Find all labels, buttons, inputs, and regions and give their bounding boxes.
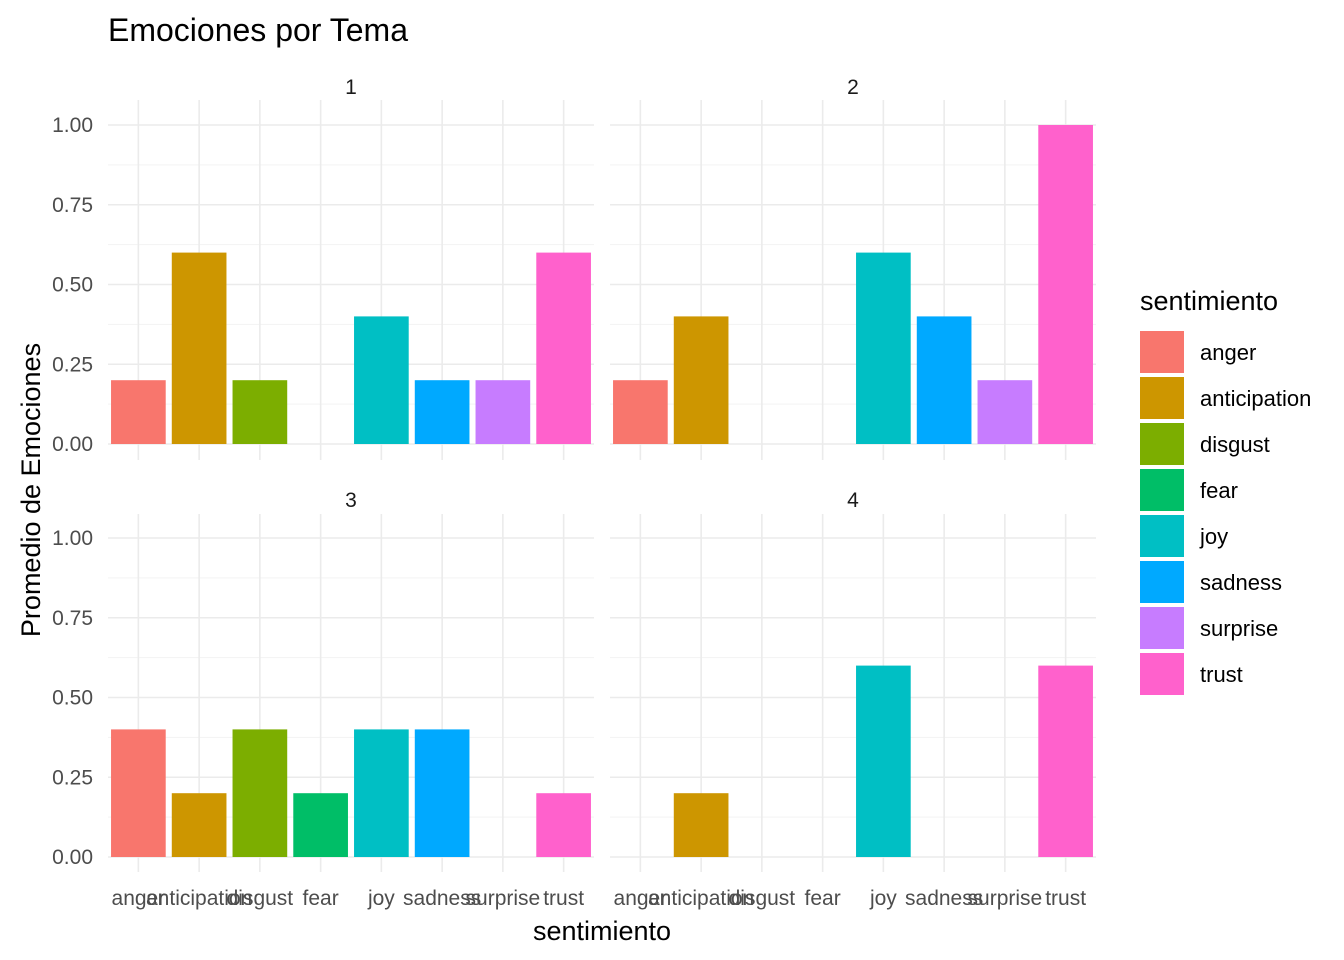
bar-3-fear <box>293 793 348 857</box>
legend-key-surprise <box>1140 607 1184 649</box>
facet-strip-label: 4 <box>847 489 859 512</box>
x-tick-label: fear <box>303 887 339 910</box>
x-tick-label: disgust <box>227 887 294 910</box>
legend-label-disgust: disgust <box>1200 432 1270 457</box>
y-tick-label: 0.25 <box>52 353 93 376</box>
facet-strip-label: 3 <box>345 489 357 512</box>
legend-label-trust: trust <box>1200 662 1243 687</box>
x-tick-label: anger <box>112 887 166 910</box>
y-tick-label: 0.00 <box>52 846 93 869</box>
chart-title: Emociones por Tema <box>108 12 408 48</box>
bar-1-anticipation <box>171 252 227 444</box>
facet-strip-label: 2 <box>847 76 859 99</box>
bar-1-joy <box>354 316 409 444</box>
x-tick-label: anger <box>614 887 668 910</box>
bar-2-anger <box>613 380 668 444</box>
bar-3-trust <box>536 793 591 857</box>
y-tick-label: 1.00 <box>52 114 93 137</box>
x-tick-label: surprise <box>466 887 541 910</box>
bar-2-trust <box>1038 125 1093 444</box>
bar-3-sadness <box>414 729 470 857</box>
y-tick-label: 0.50 <box>52 274 93 297</box>
legend: sentimiento anger anticipation disgust fear… <box>1140 286 1311 695</box>
legend-key-trust <box>1140 653 1184 695</box>
x-tick-label: surprise <box>968 887 1043 910</box>
x-tick-label: trust <box>1045 887 1086 910</box>
y-tick-label: 0.00 <box>52 433 93 456</box>
y-tick-label: 0.75 <box>52 194 93 217</box>
bar-3-joy <box>354 729 409 857</box>
bar-2-joy <box>856 252 911 444</box>
legend-label-anger: anger <box>1200 340 1256 365</box>
bar-3-disgust <box>232 729 288 857</box>
bar-1-anger <box>111 380 166 444</box>
bar-1-disgust <box>232 380 288 444</box>
legend-title: sentimiento <box>1140 286 1278 316</box>
legend-label-surprise: surprise <box>1200 616 1278 641</box>
legend-key-anger <box>1140 331 1184 373</box>
y-tick-label: 0.50 <box>52 687 93 710</box>
legend-label-anticipation: anticipation <box>1200 386 1311 411</box>
x-tick-label: joy <box>367 887 395 910</box>
legend-label-sadness: sadness <box>1200 570 1282 595</box>
facet-strip-label: 1 <box>345 76 357 99</box>
legend-key-sadness <box>1140 561 1184 603</box>
x-tick-label: disgust <box>729 887 796 910</box>
legend-label-fear: fear <box>1200 478 1238 503</box>
bar-4-joy <box>856 665 911 857</box>
x-tick-label: trust <box>543 887 584 910</box>
bar-4-trust <box>1038 665 1093 857</box>
legend-key-joy <box>1140 515 1184 557</box>
x-tick-label: joy <box>869 887 897 910</box>
bar-1-sadness <box>414 380 470 444</box>
legend-key-fear <box>1140 469 1184 511</box>
x-tick-label: anticipation <box>648 887 754 910</box>
legend-key-disgust <box>1140 423 1184 465</box>
legend-key-anticipation <box>1140 377 1184 419</box>
y-tick-label: 0.25 <box>52 766 93 789</box>
bar-4-anticipation <box>673 793 729 857</box>
y-axis-title: Promedio de Emociones <box>16 343 46 637</box>
bar-2-sadness <box>916 316 972 444</box>
bar-1-trust <box>536 252 591 444</box>
x-tick-label: sadness <box>403 887 481 910</box>
facet-panels: 10.000.250.500.751.00230.000.250.500.751… <box>52 76 1096 910</box>
legend-label-joy: joy <box>1199 524 1228 549</box>
x-tick-label: sadness <box>905 887 983 910</box>
facet-panel-1: 1 0.00 0.25 0.50 0.75 1.00 <box>52 76 594 460</box>
bar-2-surprise <box>977 380 1033 444</box>
y-tick-label: 1.00 <box>52 527 93 550</box>
bar-2-anticipation <box>673 316 729 444</box>
facet-panel-3: 3 0.00 0.25 0.50 0.75 1.00 angeranticipationdi… <box>52 489 594 910</box>
facet-panel-2: 2 <box>610 76 1096 460</box>
x-axis-title: sentimiento <box>533 916 671 946</box>
bar-1-surprise <box>475 380 531 444</box>
bar-3-anticipation <box>171 793 227 857</box>
bar-3-anger <box>111 729 166 857</box>
x-tick-label: fear <box>805 887 841 910</box>
x-tick-label: anticipation <box>146 887 252 910</box>
y-tick-label: 0.75 <box>52 607 93 630</box>
